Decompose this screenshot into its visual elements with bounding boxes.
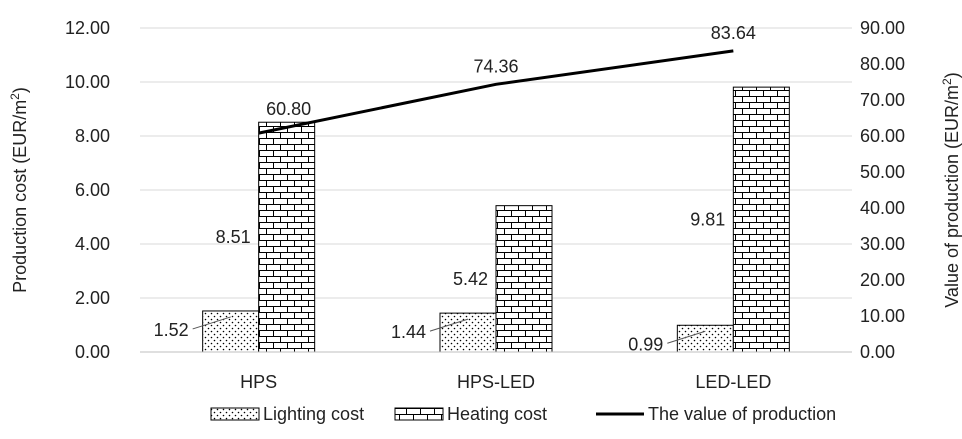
bars <box>202 86 790 353</box>
lighting-cost-bar <box>676 324 734 353</box>
legend-label: Heating cost <box>447 404 547 424</box>
axes: 0.00 2.00 4.00 6.00 8.00 10.00 12.00 0.00 10.00 2… <box>8 18 962 392</box>
y-right-tick-label: 30.00 <box>860 234 905 254</box>
y-left-tick-label: 8.00 <box>75 126 110 146</box>
heating-cost-label: 5.42 <box>453 269 488 289</box>
y-right-tick-label: 90.00 <box>860 18 905 38</box>
y-right-tick-label: 70.00 <box>860 90 905 110</box>
y-right-axis-title: Value of production (EUR/m2) <box>940 72 962 307</box>
label-leader-line <box>192 316 231 330</box>
y-left-tick-label: 6.00 <box>75 180 110 200</box>
y-left-tick-label: 12.00 <box>65 18 110 38</box>
lighting-cost-label: 1.52 <box>154 320 189 340</box>
x-tick-label: HPS-LED <box>457 372 535 392</box>
legend-label: Lighting cost <box>263 404 364 424</box>
heating-cost-bar <box>732 86 790 353</box>
heating-cost-label: 9.81 <box>690 210 725 230</box>
y-left-tick-label: 0.00 <box>75 342 110 362</box>
y-left-axis-title: Production cost (EUR/m2) <box>8 87 30 293</box>
lighting-cost-bar <box>439 312 497 353</box>
y-right-tick-label: 50.00 <box>860 162 905 182</box>
heating-cost-bar <box>258 121 316 353</box>
y-right-tick-label: 40.00 <box>860 198 905 218</box>
value-line <box>258 49 734 135</box>
value-of-production-label: 74.36 <box>473 56 518 76</box>
legend-label: The value of production <box>648 404 836 424</box>
y-left-tick-label: 4.00 <box>75 234 110 254</box>
y-left-tick-label: 2.00 <box>75 288 110 308</box>
heating-cost-label: 8.51 <box>216 227 251 247</box>
legend-swatch-lighting <box>210 407 260 421</box>
y-right-tick-label: 80.00 <box>860 54 905 74</box>
lighting-cost-label: 1.44 <box>391 322 426 342</box>
value-of-production-label: 60.80 <box>266 99 311 119</box>
legend-swatch-heating <box>394 407 444 421</box>
heating-cost-bar <box>495 205 553 353</box>
value-of-production-label: 83.64 <box>711 23 756 43</box>
lighting-cost-label: 0.99 <box>628 334 663 354</box>
y-left-tick-label: 10.00 <box>65 72 110 92</box>
value-of-production-line <box>258 49 734 135</box>
label-leader-line <box>429 318 469 332</box>
data-labels: 1.52 8.51 1.44 5.42 0.99 9.81 60.80 74.36 83.64 <box>154 23 756 354</box>
y-right-tick-label: 0.00 <box>860 342 895 362</box>
x-tick-label: HPS <box>240 372 277 392</box>
y-right-tick-label: 60.00 <box>860 126 905 146</box>
label-leader-line <box>667 330 706 344</box>
x-tick-label: LED-LED <box>695 372 771 392</box>
legend: Lighting cost Heating cost The value of pr… <box>210 404 836 424</box>
y-right-tick-label: 20.00 <box>860 270 905 290</box>
y-right-tick-label: 10.00 <box>860 306 905 326</box>
